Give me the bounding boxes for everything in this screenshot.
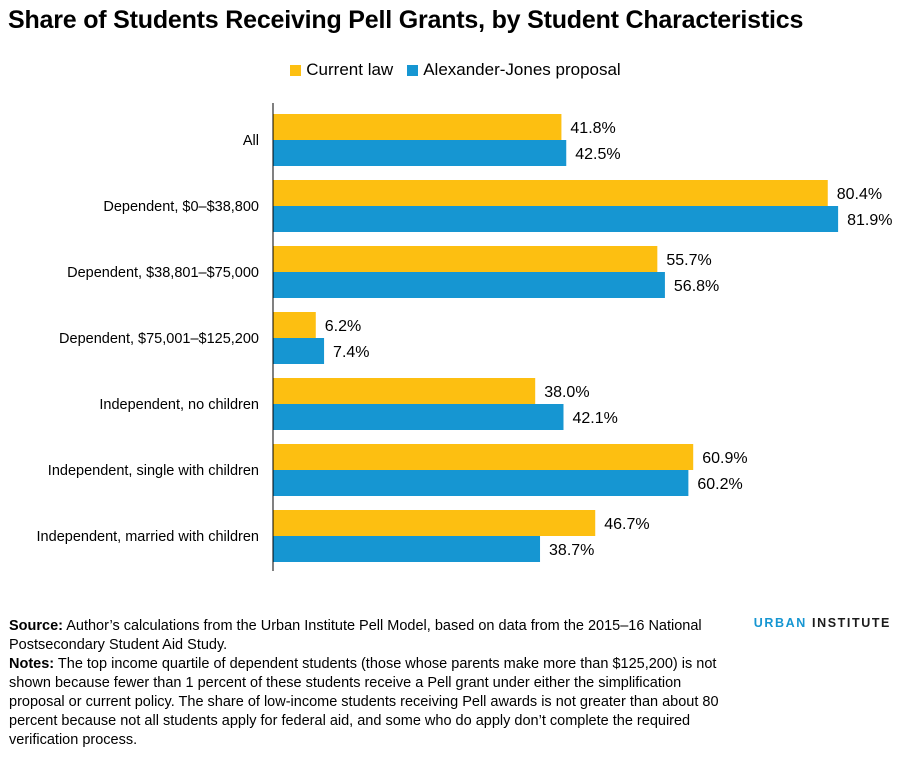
source-text: Author’s calculations from the Urban Ins… [9, 618, 702, 653]
data-label: 56.8% [674, 278, 719, 295]
bar-proposal [273, 140, 567, 166]
legend-swatch-current-law [290, 64, 302, 76]
category-label: Dependent, $75,001–$125,200 [59, 331, 259, 347]
legend-item-current-law: Current law [290, 60, 393, 80]
data-label: 38.7% [549, 542, 594, 559]
data-label: 55.7% [666, 252, 711, 269]
category-label: Dependent, $0–$38,800 [103, 199, 259, 215]
data-label: 60.2% [697, 476, 742, 493]
bar-proposal [273, 272, 665, 298]
bar-current-law [273, 114, 562, 140]
bar-proposal [273, 206, 839, 232]
data-label: 42.5% [575, 146, 620, 163]
category-label: Dependent, $38,801–$75,000 [67, 265, 259, 281]
bar-proposal [273, 338, 325, 364]
legend-item-proposal: Alexander-Jones proposal [407, 60, 621, 80]
category-label: Independent, single with children [48, 463, 259, 479]
legend-swatch-proposal [407, 64, 419, 76]
bar-proposal [273, 404, 564, 430]
category-label: Independent, no children [99, 397, 259, 413]
data-label: 80.4% [837, 186, 882, 203]
chart-title: Share of Students Receiving Pell Grants,… [8, 6, 804, 34]
bar-proposal [273, 470, 689, 496]
bar-current-law [273, 510, 596, 536]
bar-current-law [273, 444, 694, 470]
category-label: Independent, married with children [37, 529, 259, 545]
data-label: 6.2% [325, 318, 361, 335]
logo-part-urban: URBAN [753, 616, 807, 630]
legend-label-current-law: Current law [306, 60, 394, 79]
bar-current-law [273, 246, 658, 272]
data-label: 41.8% [570, 120, 615, 137]
notes: Notes: The top income quartile of depend… [9, 655, 719, 750]
logo-part-institute: INSTITUTE [806, 616, 891, 630]
urban-institute-logo: URBAN INSTITUTE [754, 616, 891, 630]
bar-current-law [273, 180, 828, 206]
notes-text: The top income quartile of dependent stu… [9, 656, 719, 748]
data-label: 7.4% [333, 344, 369, 361]
bar-current-law [273, 378, 536, 404]
category-label: All [243, 133, 259, 149]
source-note: Source: Author’s calculations from the U… [9, 617, 719, 655]
data-label: 81.9% [847, 212, 892, 229]
chart-footer: Source: Author’s calculations from the U… [9, 617, 719, 750]
legend-label-proposal: Alexander-Jones proposal [423, 60, 621, 79]
data-label: 38.0% [544, 384, 589, 401]
data-label: 46.7% [604, 516, 649, 533]
data-label: 42.1% [572, 410, 617, 427]
chart-legend: Current law Alexander-Jones proposal [0, 60, 911, 80]
bar-current-law [273, 312, 316, 338]
notes-label: Notes: [9, 656, 55, 672]
bar-proposal [273, 536, 541, 562]
data-label: 60.9% [702, 450, 747, 467]
source-label: Source: [9, 618, 63, 634]
bar-chart: All 41.8% 42.5% Dependent, $0–$38,800 80.4% 8… [37, 103, 892, 571]
